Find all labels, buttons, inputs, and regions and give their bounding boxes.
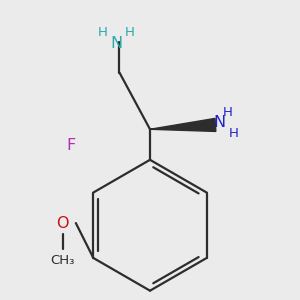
Text: CH₃: CH₃ [51, 254, 75, 267]
Text: O: O [56, 216, 69, 231]
Text: N: N [110, 36, 122, 51]
Text: F: F [67, 138, 76, 153]
Text: H: H [98, 26, 108, 39]
Text: H: H [229, 127, 239, 140]
Text: H: H [124, 26, 134, 39]
Text: H: H [223, 106, 232, 119]
Text: N: N [214, 115, 226, 130]
Polygon shape [150, 118, 216, 131]
